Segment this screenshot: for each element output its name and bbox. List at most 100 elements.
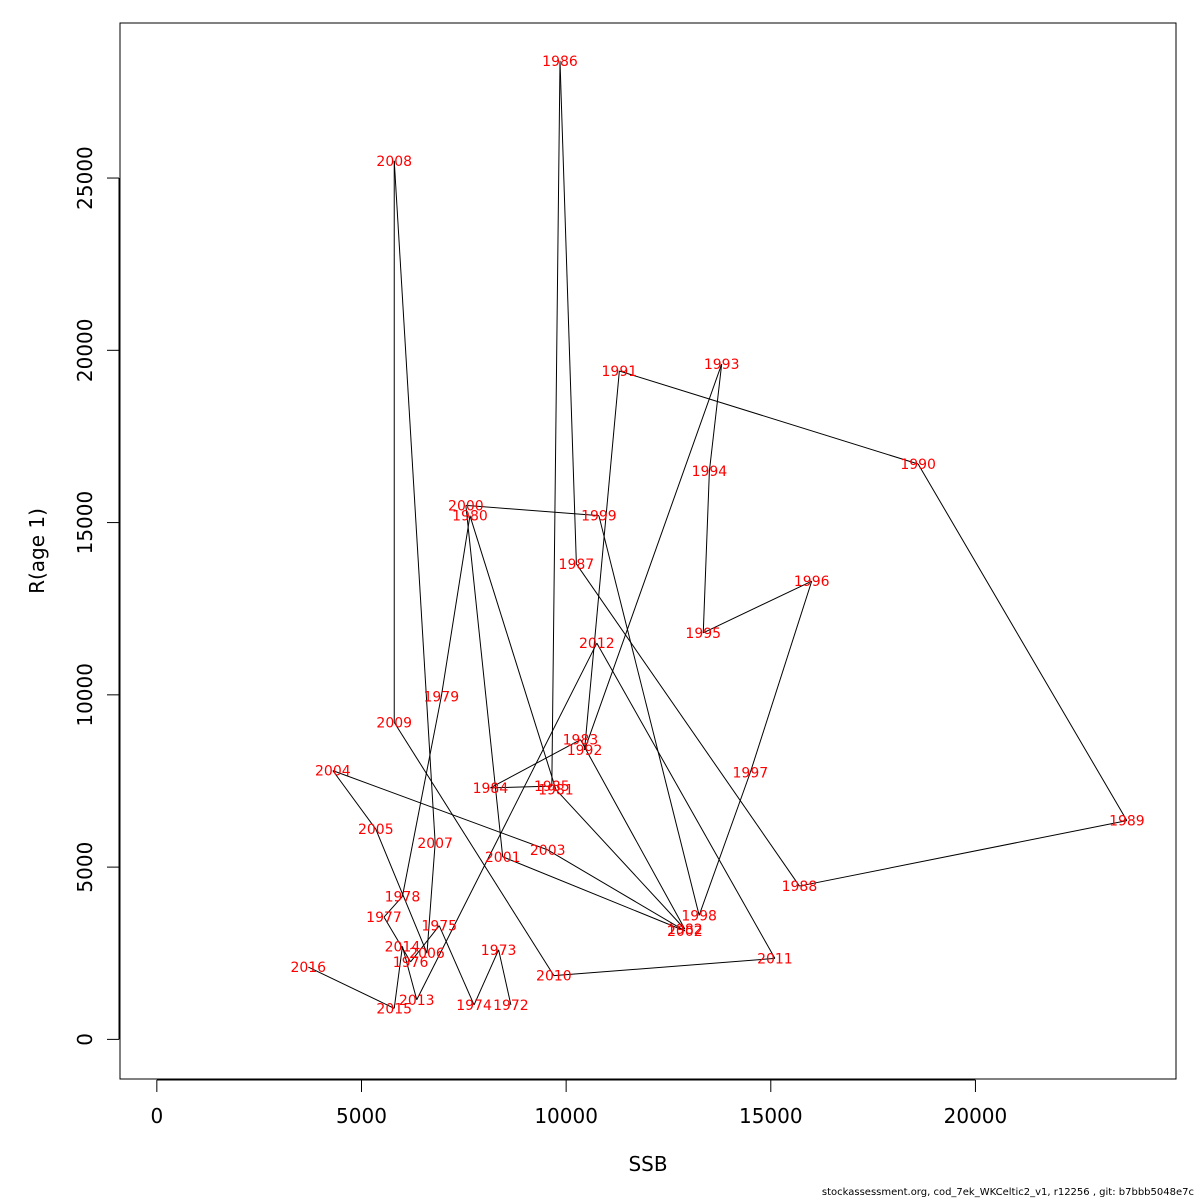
point-label: 2016 xyxy=(290,960,326,976)
point-label: 2000 xyxy=(448,498,484,514)
point-label: 2002 xyxy=(667,924,703,940)
x-axis: 0 5000 10000 15000 20000 xyxy=(150,1079,1008,1128)
point-label: 1995 xyxy=(685,626,721,642)
x-tick-label: 5000 xyxy=(336,1104,387,1128)
series-segment xyxy=(559,60,577,564)
series-segment xyxy=(698,772,751,916)
point-label: 2011 xyxy=(757,951,793,967)
point-label: 1974 xyxy=(456,998,492,1014)
point-label: 1975 xyxy=(421,919,457,935)
series-segment xyxy=(401,696,442,897)
series-segment xyxy=(598,515,700,916)
series-segment xyxy=(547,849,686,932)
series-segment xyxy=(383,916,412,963)
series-segment xyxy=(426,842,436,954)
series-segment xyxy=(401,946,418,1000)
point-label: 1984 xyxy=(473,781,509,797)
y-tick-label: 25000 xyxy=(73,146,97,210)
point-label: 1983 xyxy=(563,733,599,749)
series-segment xyxy=(575,563,800,887)
point-label: 1999 xyxy=(581,509,617,525)
series-segment xyxy=(332,770,377,830)
point-label: 1979 xyxy=(423,690,459,706)
point-label: 1996 xyxy=(794,574,830,590)
point-label: 2005 xyxy=(358,822,394,838)
point-label: 2001 xyxy=(485,850,521,866)
point-label: 1977 xyxy=(366,910,402,926)
point-label: 1973 xyxy=(481,943,517,959)
series-segment xyxy=(584,370,620,751)
point-label: 1991 xyxy=(602,364,638,380)
series-line xyxy=(308,60,1128,1009)
point-label: 1993 xyxy=(704,357,740,373)
point-label: 2008 xyxy=(376,154,412,170)
series-segment xyxy=(708,364,723,471)
series-segment xyxy=(749,580,813,773)
series-segment xyxy=(393,160,436,844)
plot-frame xyxy=(119,22,1177,1080)
series-segment xyxy=(440,515,471,697)
series-segment xyxy=(799,820,1127,887)
point-label: 2004 xyxy=(315,764,351,780)
footer-caption: stockassessment.org, cod_7ek_WKCeltic2_v… xyxy=(821,1187,1194,1198)
point-label: 1992 xyxy=(567,743,603,759)
series-segment xyxy=(469,515,557,790)
point-label: 1972 xyxy=(493,998,529,1014)
series-segment xyxy=(375,829,428,954)
x-tick-label: 20000 xyxy=(944,1104,1008,1128)
point-label: 1994 xyxy=(692,464,728,480)
y-tick-label: 20000 xyxy=(73,318,97,382)
series-segment xyxy=(596,642,776,959)
series-segment xyxy=(703,580,812,634)
point-label: 1998 xyxy=(681,908,717,924)
y-axis-title: R(age 1) xyxy=(25,508,49,594)
point-label: 2015 xyxy=(376,1001,412,1017)
y-tick-label: 5000 xyxy=(73,842,97,893)
point-label: 1986 xyxy=(542,54,578,70)
point-label: 1976 xyxy=(393,955,429,971)
point-label: 1985 xyxy=(534,779,570,795)
series-segment xyxy=(584,363,723,751)
point-label: 2006 xyxy=(409,946,445,962)
point-label: 1978 xyxy=(385,889,421,905)
point-label: 2003 xyxy=(530,843,566,859)
series-segment xyxy=(580,739,686,930)
series-segment xyxy=(702,470,710,633)
series-segment xyxy=(393,946,403,1009)
y-tick-label: 15000 xyxy=(73,491,97,555)
series-segment xyxy=(308,966,395,1009)
point-label: 2009 xyxy=(376,715,412,731)
series-segment xyxy=(410,925,440,963)
point-label: 1988 xyxy=(782,879,818,895)
y-tick-label: 10000 xyxy=(73,663,97,727)
series-segment xyxy=(917,463,1128,821)
series-segment xyxy=(498,949,512,1006)
y-axis: 0 5000 10000 15000 20000 25000 xyxy=(73,146,120,1046)
x-axis-title: SSB xyxy=(628,1152,667,1176)
series-segment xyxy=(383,896,403,918)
x-tick-label: 0 xyxy=(150,1104,163,1128)
point-label: 2013 xyxy=(399,993,435,1009)
series-segment xyxy=(555,789,686,930)
series-segment xyxy=(465,504,599,517)
series-segment xyxy=(438,925,475,1006)
point-label: 2010 xyxy=(536,969,572,985)
series-segment xyxy=(490,785,552,789)
series-segment xyxy=(619,370,919,465)
series-segment xyxy=(473,949,500,1006)
point-labels: 1972 1973 1974 1975 1976 1977 1978 1979 1980 1981… xyxy=(290,54,1144,1017)
point-label: 1989 xyxy=(1109,814,1145,830)
point-label: 1982 xyxy=(667,922,703,938)
x-tick-label: 10000 xyxy=(534,1104,598,1128)
series-segment xyxy=(551,60,561,787)
point-label: 2007 xyxy=(417,836,453,852)
series-segment xyxy=(393,722,555,976)
point-label: 1981 xyxy=(538,783,574,799)
point-label: 2014 xyxy=(385,939,421,955)
point-label: 1987 xyxy=(559,557,595,573)
series-segment xyxy=(332,770,548,851)
x-tick-label: 15000 xyxy=(739,1104,803,1128)
point-label: 1990 xyxy=(900,457,936,473)
point-label: 1997 xyxy=(733,765,769,781)
